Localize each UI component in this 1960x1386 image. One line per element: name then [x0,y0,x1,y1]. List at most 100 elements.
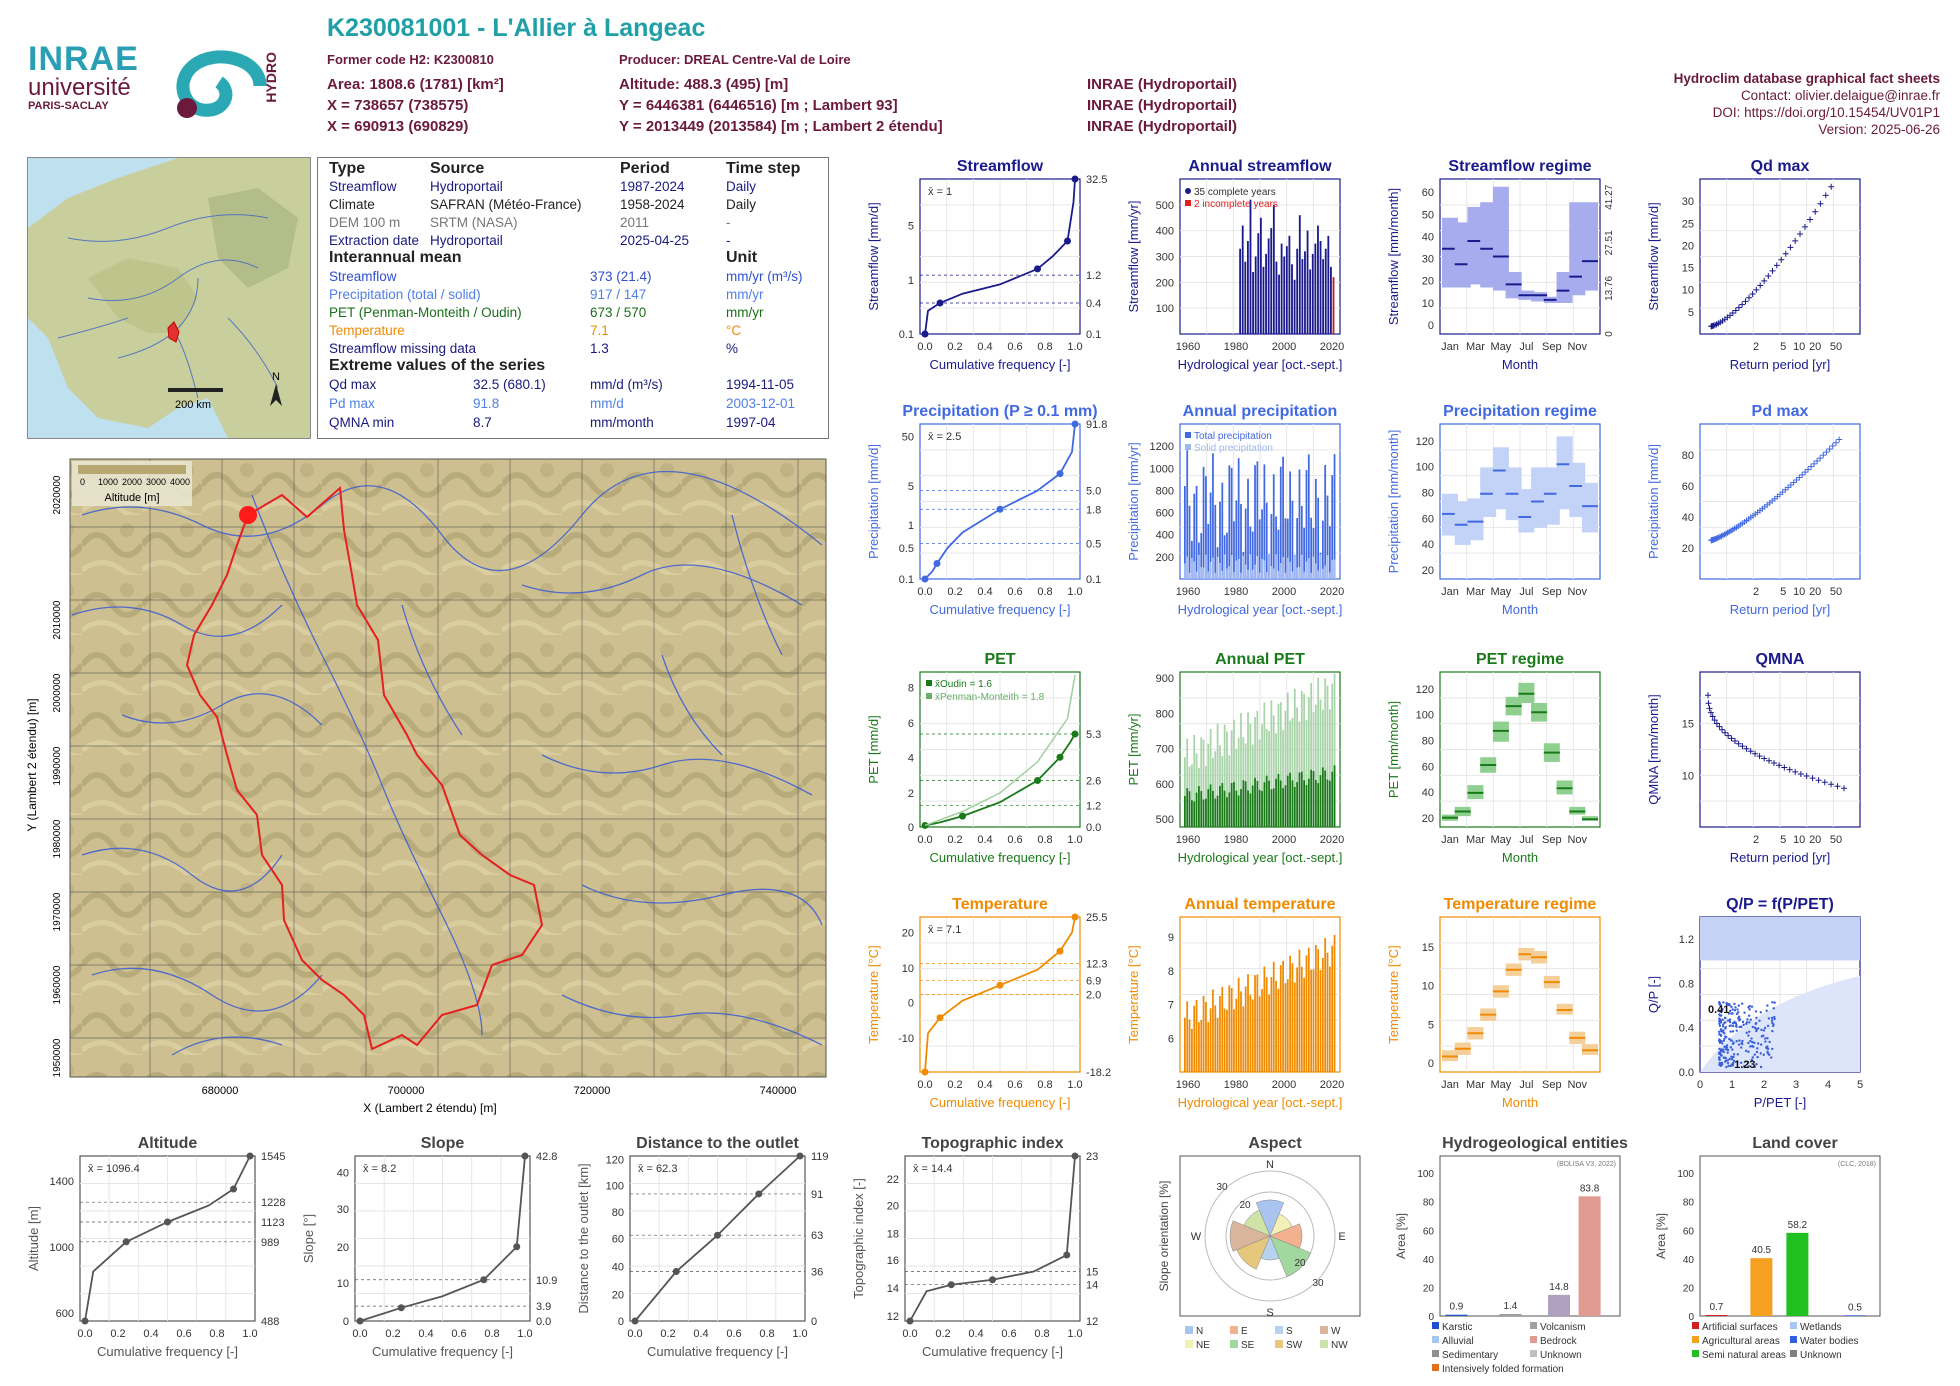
quantile-point [81,1317,89,1325]
panel-topo: Topographic index Cumulative frequency [-… [851,1135,1098,1359]
bar-value: 40.5 [1752,1245,1772,1256]
oudin-bar [1263,782,1266,827]
solid-bar [1193,561,1196,579]
panel-streamflow: Streamflow Cumulative frequency [-] Stream… [866,158,1107,372]
y-tick: 100 [1156,303,1174,315]
annual-bar [1256,461,1259,579]
bar-value: 0.9 [1449,1302,1463,1313]
penman-bar [1207,743,1210,827]
penman-bar [1326,685,1329,827]
scatter-point [1766,1004,1769,1007]
scatter-point [1719,1014,1723,1017]
annual-bar [1321,520,1324,579]
oudin-bar [1230,782,1233,827]
row-type: DEM 100 m [329,215,401,230]
x-tick: 2000 [1272,586,1296,598]
y-tick: 10 [1422,981,1434,993]
oudin-bar [1270,789,1273,827]
quantile-point [230,1185,237,1193]
y-tick: 0 [343,1316,349,1328]
y-tick: 60 [612,1234,624,1246]
compass-label: S [1266,1307,1273,1319]
annual-bar [1186,1001,1189,1072]
row-source: Hydroportail [430,179,503,194]
map-xlabel: X (Lambert 2 étendu) [m] [363,1101,496,1115]
annual-bar [1291,963,1294,1072]
right-tick: 989 [261,1237,279,1249]
annual-bar [1322,259,1325,334]
scatter-point [1738,1039,1741,1042]
annual-bar [1332,277,1335,334]
inrae-logo: INRAE université PARIS-SACLAY [28,42,153,122]
annual-bar [1291,500,1294,579]
legend-swatch [1530,1336,1537,1343]
plus-marker [1834,783,1841,790]
plus-marker [1832,439,1839,446]
x-tick: 0.6 [176,1328,191,1340]
y-tick: 20 [1422,565,1434,577]
scatter-point [1719,1028,1723,1031]
annual-bar [1230,467,1233,579]
y-tick: 80 [1423,1198,1435,1209]
right-tick: 12.3 [1086,959,1107,971]
bar-value: 1.4 [1503,1301,1517,1312]
plus-marker [1778,256,1785,263]
source-note: (BDLISA V3, 2022) [1557,1161,1616,1168]
y-tick: 400 [1156,530,1174,542]
x-tick: 0.8 [1034,1328,1049,1340]
solid-bar [1321,568,1324,579]
y-axis-label: Streamflow [mm/month] [1386,188,1401,325]
x-tick: 5 [1780,834,1786,846]
mean-label: x̄ = 8.2 [363,1163,396,1175]
x-tick: 0.0 [902,1328,917,1340]
legend-label: Agricultural areas [1702,1336,1780,1347]
y-tick: 20 [902,928,914,940]
scatter-point [1766,1050,1769,1054]
oudin-bar [1286,775,1289,827]
y-tick: 500 [1156,200,1174,212]
y-tick: 200 [1156,552,1174,564]
plus-marker [1706,705,1713,712]
scatter-point [1740,1002,1744,1005]
x-tick: Jan [1441,834,1459,846]
oudin-bar [1265,775,1268,827]
annual-bar [1221,482,1224,579]
scatter-point [1751,1025,1754,1029]
map-grid [70,459,826,1077]
annual-bar [1307,947,1310,1072]
plus-marker [1747,748,1754,755]
plus-marker [1814,457,1821,464]
plus-marker [1796,474,1803,481]
y-tick: 40 [1422,539,1434,551]
legend-swatch [1275,1326,1283,1334]
source-3: INRAE (Hydroportail) [1087,118,1237,135]
mean-label: Streamflow missing data [329,341,477,356]
annual-bar [1249,994,1252,1072]
annual-bar [1275,980,1277,1072]
scatter-point [1718,1047,1721,1051]
legend-label: N [1196,1326,1203,1337]
x-tick: 0.8 [1037,341,1052,353]
x-tick: Mar [1466,586,1485,598]
penman-bar [1261,724,1263,827]
x-tick: Jul [1519,834,1533,846]
penman-bar [1184,757,1186,827]
annual-bar [1249,526,1252,579]
solid-bar [1270,566,1273,579]
plus-marker [1809,775,1816,782]
scatter-point [1751,1040,1754,1044]
mean-value: 917 / 147 [590,287,647,302]
legend-swatch [1692,1350,1699,1357]
annual-bar [1214,504,1217,579]
y-axis-label: Precipitation [mm/month] [1386,430,1401,574]
y-tick: 14 [887,1283,899,1295]
scatter-point [1742,1023,1745,1027]
y-tick: 60 [1422,761,1434,773]
extreme-date: 2003-12-01 [726,396,796,411]
plus-marker [1817,200,1824,207]
solid-bar [1214,572,1217,579]
hdr-period: Period [620,160,670,177]
y-axis-label: Streamflow [mm/d] [866,202,881,310]
annual-bar [1184,1017,1186,1072]
